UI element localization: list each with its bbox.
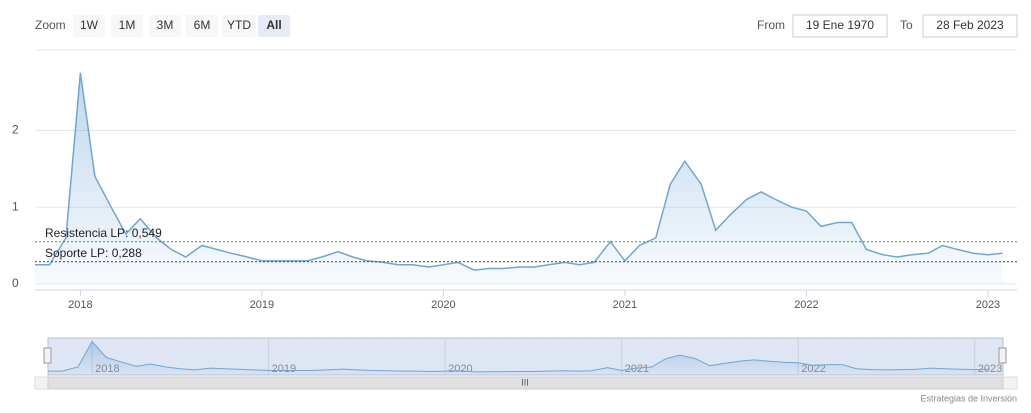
navigator-line	[48, 340, 989, 373]
x-tick-label: 2019	[250, 299, 274, 311]
zoom-button-label[interactable]: All	[266, 18, 281, 32]
from-value[interactable]: 19 Ene 1970	[806, 18, 874, 32]
zoom-button[interactable]	[111, 15, 143, 37]
navigator-area	[48, 341, 989, 375]
zoom-button-label[interactable]: 6M	[194, 18, 211, 32]
from-input[interactable]	[792, 14, 888, 38]
series-area	[35, 73, 1003, 284]
y-tick-label: 2	[12, 123, 19, 137]
to-input[interactable]	[922, 14, 1018, 38]
plot-line-label: Resistencia LP: 0,549	[45, 226, 162, 240]
zoom-button-label[interactable]: 1W	[80, 18, 99, 32]
x-tick-label: 2022	[794, 299, 818, 311]
to-label: To	[900, 18, 913, 32]
zoom-button-label[interactable]: 3M	[157, 18, 174, 32]
credits: Estrategias de Inversión	[920, 393, 1017, 403]
x-tick-label: 2021	[613, 299, 637, 311]
zoom-label: Zoom	[35, 18, 66, 32]
y-tick-label: 1	[12, 199, 19, 213]
x-tick-label: 2018	[68, 299, 92, 311]
zoom-button[interactable]	[186, 15, 218, 37]
series-line	[35, 72, 1003, 271]
navigator-handle[interactable]	[43, 347, 52, 364]
navigator-handle[interactable]	[998, 347, 1007, 364]
plot-line-label: Soporte LP: 0,288	[45, 246, 142, 260]
scrollbar-grip[interactable]: III	[521, 377, 529, 387]
zoom-button[interactable]	[73, 15, 105, 37]
x-tick-label: 2020	[431, 299, 455, 311]
zoom-button[interactable]	[149, 15, 181, 37]
zoom-button-label[interactable]: 1M	[119, 18, 136, 32]
zoom-button[interactable]	[222, 15, 256, 37]
y-tick-label: 0	[12, 276, 19, 290]
from-label: From	[757, 18, 785, 32]
x-tick-label: 2023	[976, 299, 1000, 311]
zoom-button-label[interactable]: YTD	[227, 18, 251, 32]
scrollbar-thumb[interactable]	[47, 376, 1004, 390]
zoom-button[interactable]	[258, 15, 290, 37]
to-value[interactable]: 28 Feb 2023	[936, 18, 1004, 32]
